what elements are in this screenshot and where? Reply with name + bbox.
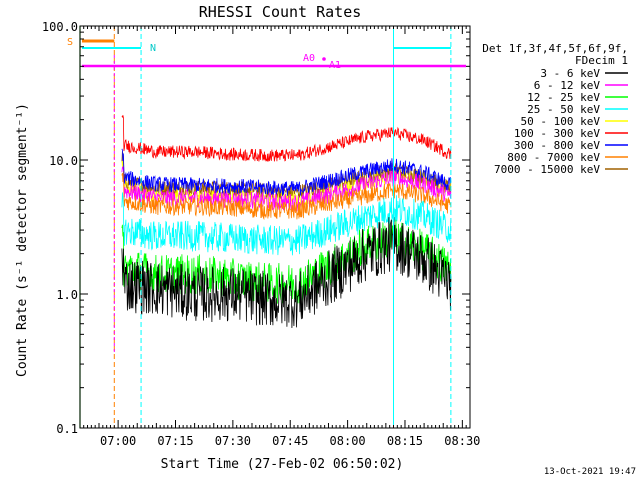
y-tick-label: 100.0: [42, 20, 78, 34]
y-tick-label: 0.1: [56, 422, 78, 436]
series-line-0: [121, 217, 452, 329]
legend-label-6: 300 - 800 keV: [514, 139, 600, 152]
series-line-6: [121, 148, 452, 196]
legend: Det 1f,3f,4f,5f,6f,9f, FDecim 1 3 - 6 ke…: [482, 42, 628, 176]
a0-marker: [322, 57, 326, 61]
legend-label-0: 3 - 6 keV: [540, 67, 600, 80]
legend-label-3: 25 - 50 keV: [527, 103, 600, 116]
a0-label: A0: [303, 53, 315, 64]
x-tick-label: 08:00: [330, 434, 366, 448]
legend-label-2: 12 - 25 keV: [527, 91, 600, 104]
series-line-3: [121, 192, 452, 256]
legend-label-5: 100 - 300 keV: [514, 127, 600, 140]
x-tick-label: 07:00: [100, 434, 136, 448]
legend-label-4: 50 - 100 keV: [521, 115, 601, 128]
x-tick-label: 07:30: [215, 434, 251, 448]
legend-subtitle: FDecim 1: [575, 54, 628, 67]
x-tick-label: 07:45: [272, 434, 308, 448]
x-tick-label: 07:15: [157, 434, 193, 448]
x-tick-label: 08:30: [444, 434, 480, 448]
footer-timestamp: 13-Oct-2021 19:47: [544, 467, 636, 477]
axes-layer: 0.1 1.0 10.0 100.0 07:00 07:15 07:30 07:45 08:00…: [42, 20, 481, 448]
night-label: N: [150, 43, 156, 54]
chart-title: RHESSI Count Rates: [199, 3, 362, 21]
a1-label: A1: [329, 60, 341, 71]
legend-label-1: 6 - 12 keV: [534, 79, 601, 92]
y-axis-label: Count Rate (s⁻¹ detector segment⁻¹): [15, 103, 30, 377]
legend-label-8: 7000 - 15000 keV: [494, 163, 600, 176]
legend-title: Det 1f,3f,4f,5f,6f,9f,: [482, 42, 628, 55]
saa-label: S: [67, 37, 73, 48]
y-tick-label: 10.0: [49, 154, 78, 168]
x-axis-label: Start Time (27-Feb-02 06:50:02): [161, 457, 404, 472]
series-layer: [121, 115, 452, 329]
y-tick-label: 1.0: [56, 288, 78, 302]
legend-label-7: 800 - 7000 keV: [507, 151, 600, 164]
series-line-5: [121, 115, 452, 162]
series-line-7: [121, 171, 452, 221]
x-tick-label: 08:15: [387, 434, 423, 448]
